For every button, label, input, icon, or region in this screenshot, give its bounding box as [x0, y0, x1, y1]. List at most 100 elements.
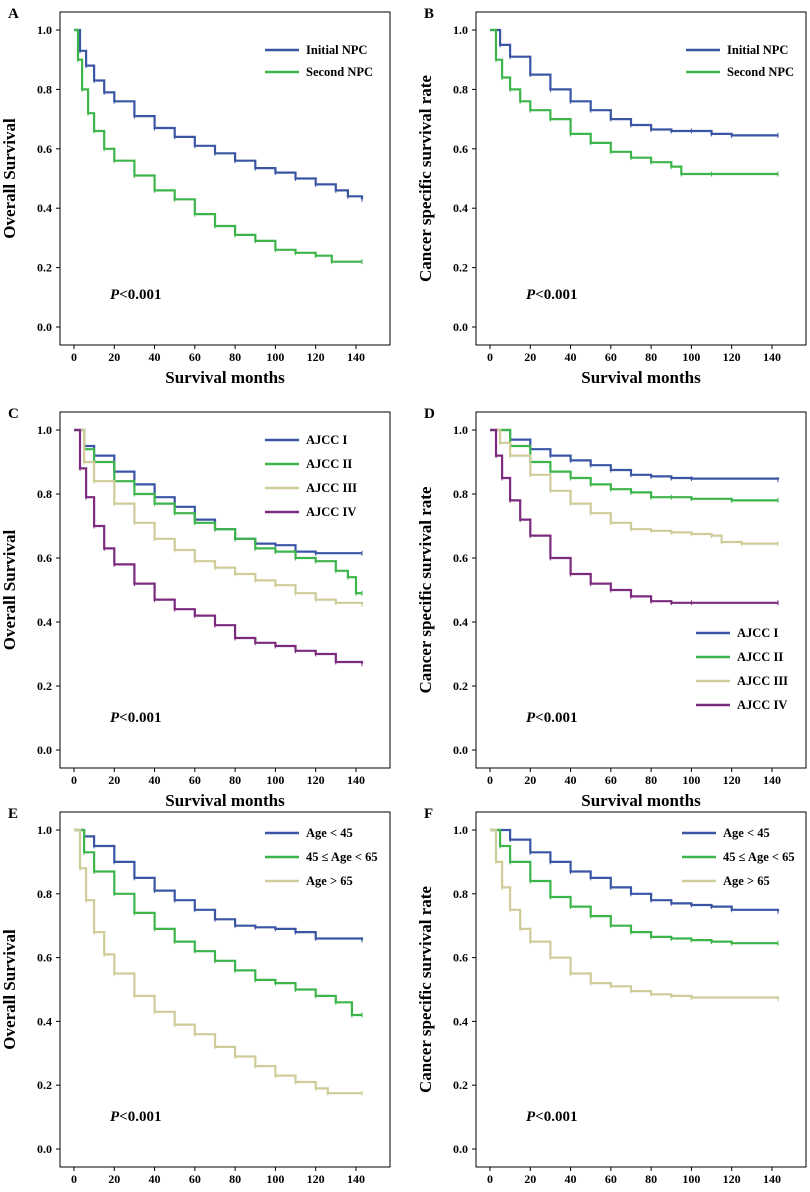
x-tick-label: 100: [266, 773, 284, 787]
series-line-ajcc-iii: [74, 428, 364, 605]
x-tick-label: 60: [189, 773, 201, 787]
p-symbol: P: [110, 1109, 120, 1125]
legend-label: AJCC III: [306, 481, 357, 495]
p-value-annotation: P<0.001: [526, 710, 577, 726]
plot-frame: [475, 811, 807, 1168]
series-line-age-45: [490, 828, 780, 912]
x-tick-label: 0: [487, 773, 493, 787]
y-tick-label: 0.6: [37, 951, 52, 965]
x-axis-title: Survival months: [581, 1190, 701, 1192]
x-tick-label: 0: [71, 773, 77, 787]
x-tick-label: 80: [645, 350, 657, 364]
y-tick-label: 0.6: [453, 142, 468, 156]
x-tick-label: 20: [108, 773, 120, 787]
panel-b: B 0.0 0.2 0.4 0.6 0.8 1.0 0 20 40 60 80 100 120 140 Sur…: [416, 6, 807, 387]
x-tick-label: 80: [645, 1172, 657, 1186]
panel-label: E: [8, 806, 18, 822]
x-tick-label: 40: [149, 1172, 161, 1186]
series-line-ajcc-ii: [490, 428, 778, 502]
p-value: <0.001: [119, 1109, 161, 1125]
p-value: <0.001: [535, 287, 577, 303]
legend-label: Age < 45: [306, 826, 353, 840]
p-symbol: P: [110, 287, 120, 303]
panel-label: C: [8, 406, 19, 422]
p-value-annotation: P<0.001: [526, 1109, 577, 1125]
x-tick-label: 120: [307, 1172, 325, 1186]
y-tick-label: 0.0: [453, 743, 468, 757]
y-tick-label: 1.0: [453, 823, 468, 837]
legend-label: AJCC III: [737, 674, 788, 688]
x-tick-label: 140: [763, 1172, 781, 1186]
legend-label: AJCC I: [737, 626, 778, 640]
y-tick-label: 0.2: [37, 679, 52, 693]
x-tick-label: 40: [149, 773, 161, 787]
y-tick-label: 0.2: [453, 261, 468, 275]
y-axis-title: Overall Survival: [0, 929, 19, 1050]
x-tick-label: 20: [108, 350, 120, 364]
x-tick-label: 100: [682, 773, 700, 787]
y-tick-label: 0.8: [453, 487, 468, 501]
x-tick-label: 20: [524, 1172, 536, 1186]
y-tick-label: 0.8: [37, 487, 52, 501]
y-tick-label: 1.0: [453, 423, 468, 437]
y-tick-label: 0.2: [453, 679, 468, 693]
x-tick-label: 60: [189, 1172, 201, 1186]
x-tick-label: 20: [524, 773, 536, 787]
x-tick-label: 80: [229, 1172, 241, 1186]
x-axis-title: Survival months: [581, 791, 701, 810]
x-tick-label: 100: [682, 1172, 700, 1186]
y-axis-title: Cancer specific survival rate: [416, 486, 435, 693]
y-tick-label: 0.8: [37, 887, 52, 901]
plot-frame: [475, 411, 807, 769]
y-tick-label: 0.6: [453, 551, 468, 565]
legend-label: AJCC IV: [737, 698, 787, 712]
plot-frame: [59, 411, 391, 769]
p-value-annotation: P<0.001: [110, 287, 161, 303]
x-tick-label: 40: [149, 350, 161, 364]
panel-label: B: [424, 6, 434, 22]
y-axis-title: Overall Survival: [0, 530, 19, 651]
p-symbol: P: [110, 710, 120, 726]
y-tick-label: 1.0: [453, 23, 468, 37]
x-tick-label: 60: [605, 773, 617, 787]
y-tick-label: 0.0: [37, 1142, 52, 1156]
legend-label: AJCC IV: [306, 505, 356, 519]
y-tick-label: 0.4: [37, 201, 52, 215]
y-tick-label: 0.6: [453, 951, 468, 965]
x-tick-label: 100: [266, 350, 284, 364]
legend-label: Second NPC: [727, 65, 794, 79]
x-tick-label: 0: [71, 350, 77, 364]
y-tick-label: 0.0: [37, 320, 52, 334]
y-tick-label: 0.8: [37, 82, 52, 96]
legend-label: Second NPC: [306, 65, 373, 79]
series-line-ajcc-iv: [74, 428, 364, 664]
x-axis-title: Survival months: [165, 368, 285, 387]
x-tick-label: 20: [108, 1172, 120, 1186]
x-tick-label: 120: [307, 773, 325, 787]
y-tick-label: 0.8: [453, 82, 468, 96]
series-line-age-65: [74, 828, 362, 1095]
y-tick-label: 0.2: [37, 1078, 52, 1092]
p-value-annotation: P<0.001: [110, 710, 161, 726]
y-tick-label: 0.4: [453, 1014, 468, 1028]
x-tick-label: 80: [645, 773, 657, 787]
x-tick-label: 40: [565, 1172, 577, 1186]
y-tick-label: 0.4: [37, 615, 52, 629]
y-tick-label: 0.2: [37, 261, 52, 275]
p-symbol: P: [526, 287, 536, 303]
x-axis-title: Survival months: [581, 368, 701, 387]
x-tick-label: 80: [229, 350, 241, 364]
plot-frame: [475, 11, 807, 346]
x-tick-label: 60: [605, 1172, 617, 1186]
legend-label: 45 ≤ Age < 65: [306, 850, 378, 864]
plot-frame: [59, 11, 391, 346]
x-axis-title: Survival months: [165, 1190, 285, 1192]
y-tick-label: 0.8: [453, 887, 468, 901]
x-tick-label: 120: [307, 350, 325, 364]
x-tick-label: 0: [71, 1172, 77, 1186]
x-tick-label: 40: [565, 773, 577, 787]
y-tick-label: 0.0: [37, 743, 52, 757]
series-line-45-age-65: [490, 828, 778, 945]
legend-label: Initial NPC: [306, 43, 367, 57]
